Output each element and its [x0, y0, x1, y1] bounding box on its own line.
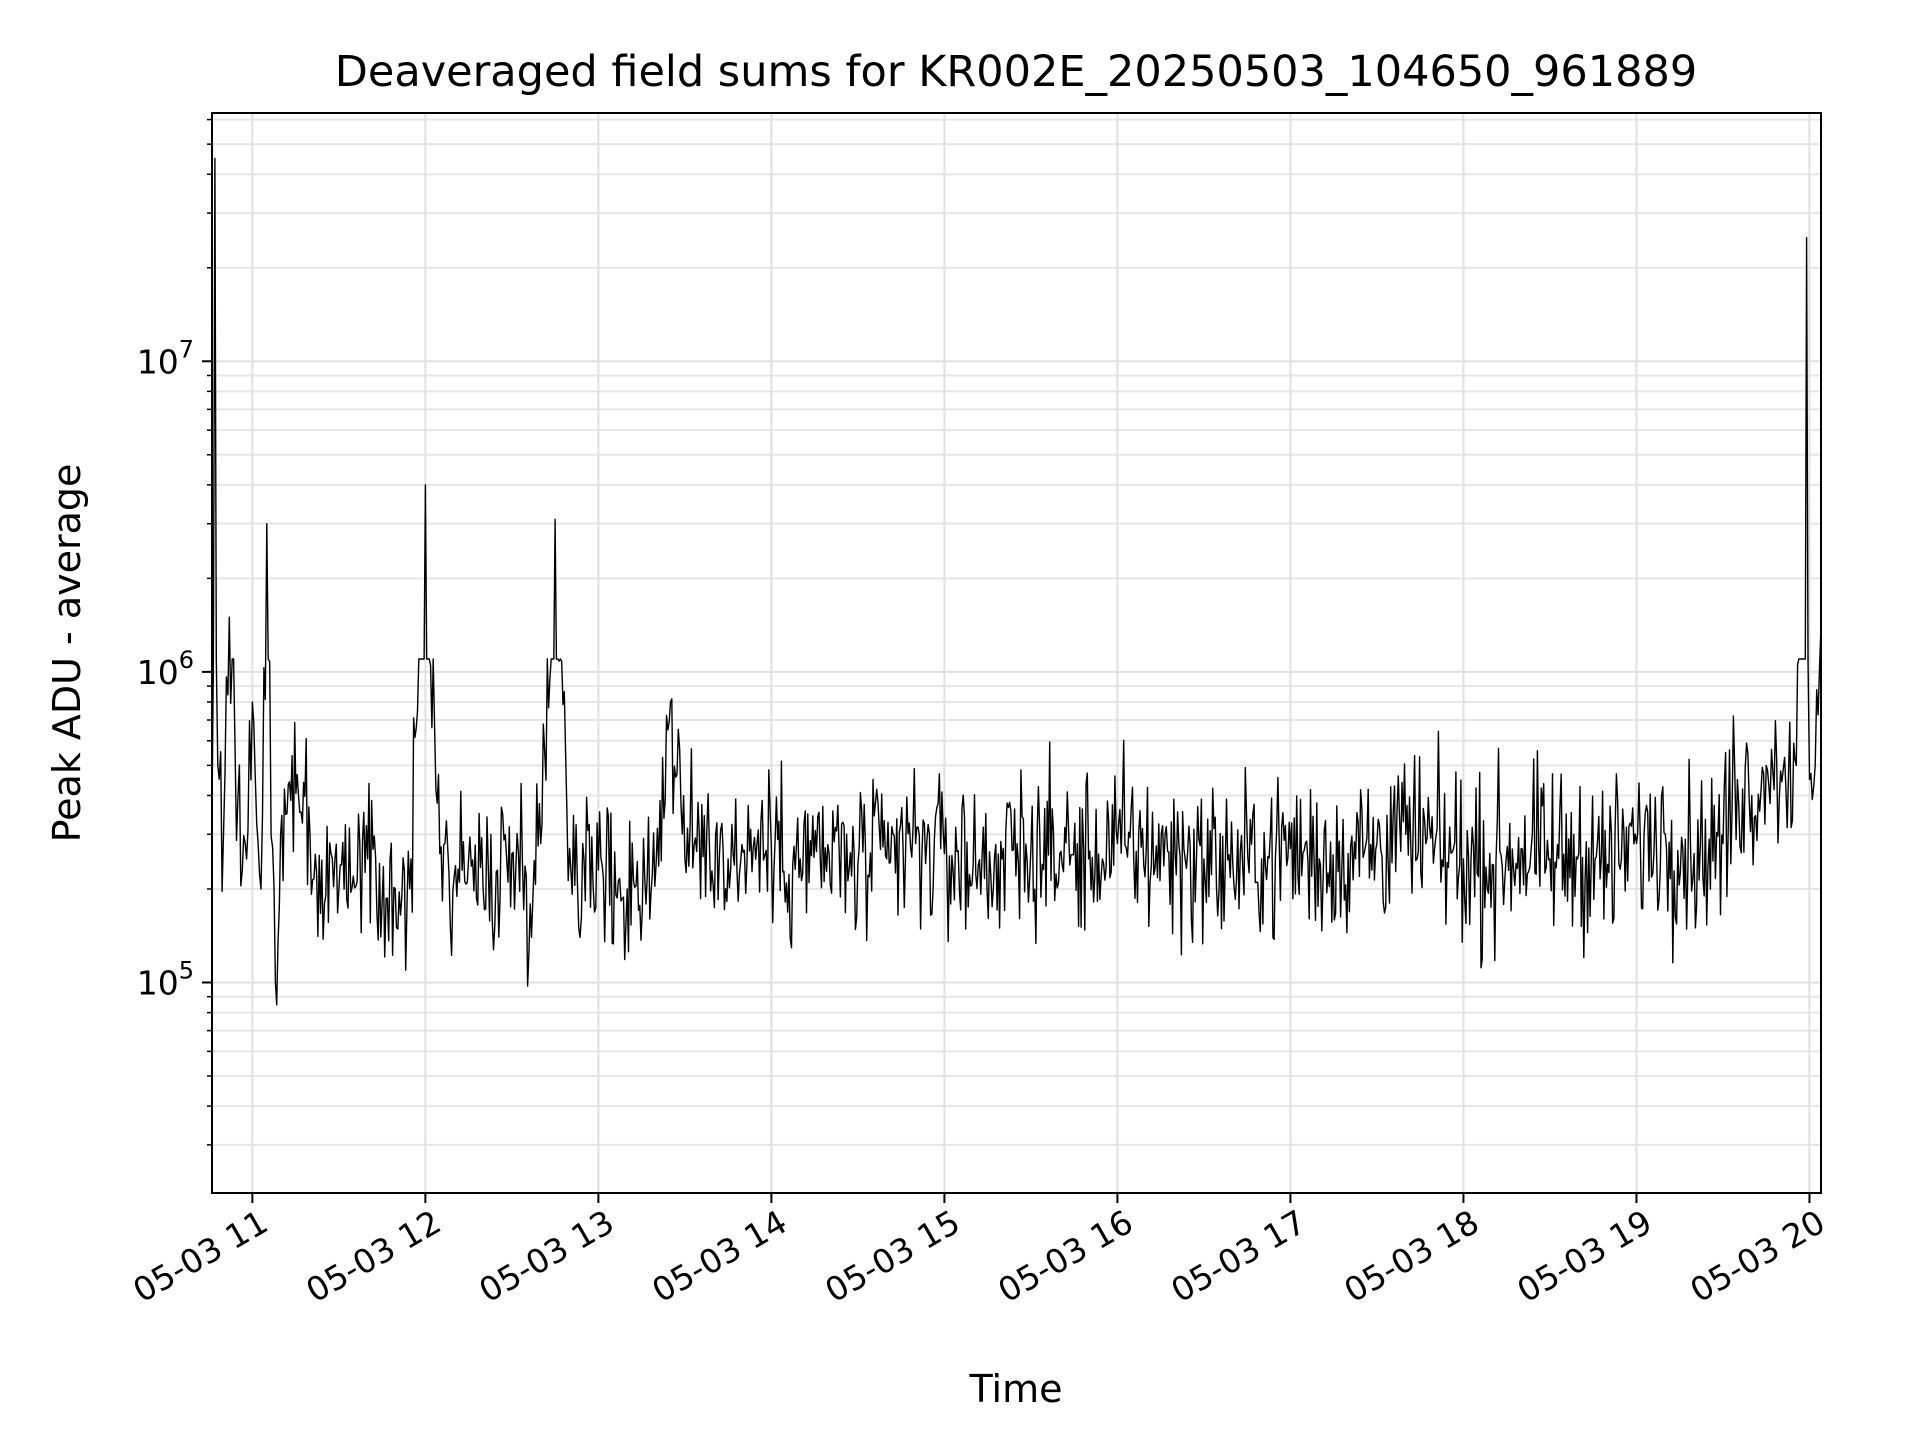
- x-tick-label: 05-03 12: [299, 1202, 447, 1310]
- y-tick-label: 106: [137, 646, 194, 692]
- x-axis-label: Time: [969, 1367, 1063, 1411]
- x-tick-label: 05-03 14: [645, 1202, 793, 1310]
- x-tick-label: 05-03 11: [126, 1202, 274, 1310]
- x-tick-label: 05-03 16: [991, 1202, 1139, 1310]
- y-tick-label-exponent: 5: [179, 956, 194, 984]
- x-tick-label: 05-03 18: [1337, 1202, 1485, 1310]
- y-tick-label-exponent: 6: [179, 646, 194, 674]
- x-tick-label: 05-03 20: [1683, 1202, 1831, 1310]
- x-tick-label: 05-03 17: [1164, 1202, 1312, 1310]
- y-tick-label-base: 10: [137, 342, 179, 381]
- y-tick-label-base: 10: [137, 963, 179, 1002]
- grid: [212, 113, 1821, 1193]
- series-layer: [211, 157, 1822, 1006]
- x-tick-label: 05-03 19: [1510, 1202, 1658, 1310]
- y-axis-label: Peak ADU - average: [45, 464, 89, 843]
- series-line-0: [211, 157, 1822, 1006]
- plot-area-frame: [211, 112, 1822, 1194]
- chart-title: Deaveraged field sums for KR002E_2025050…: [335, 47, 1697, 97]
- y-tick-label: 105: [137, 956, 194, 1002]
- y-tick-label-exponent: 7: [179, 335, 194, 363]
- y-tick-label: 107: [137, 335, 194, 381]
- x-tick-label: 05-03 13: [472, 1202, 620, 1310]
- x-tick-label: 05-03 15: [818, 1202, 966, 1310]
- y-tick-label-base: 10: [137, 653, 179, 692]
